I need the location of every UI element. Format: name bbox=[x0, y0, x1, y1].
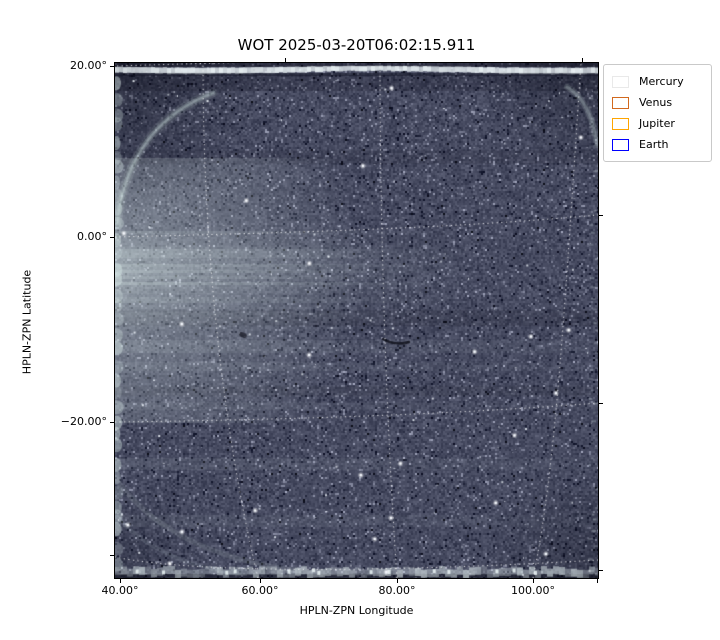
legend-row-jupiter: Jupiter bbox=[612, 113, 703, 134]
plot-title: WOT 2025-03-20T06:02:15.911 bbox=[237, 36, 476, 54]
legend-row-mercury: Mercury bbox=[612, 71, 703, 92]
ytick-label-20: 20.00° bbox=[70, 59, 107, 72]
tick-mark bbox=[582, 58, 583, 62]
xtick-label-100: 100.00° bbox=[511, 584, 555, 597]
tick-mark bbox=[110, 66, 114, 67]
tick-mark bbox=[260, 579, 261, 583]
tick-mark bbox=[120, 579, 121, 583]
legend: Mercury Venus Jupiter Earth bbox=[603, 64, 712, 162]
xtick-label-60: 60.00° bbox=[241, 584, 279, 597]
ytick-label-neg20: −20.00° bbox=[60, 415, 107, 428]
tick-mark bbox=[599, 215, 603, 216]
jupiter-swatch-icon bbox=[612, 117, 629, 130]
tick-mark bbox=[110, 555, 114, 556]
tick-mark bbox=[599, 570, 603, 571]
mercury-swatch-icon bbox=[612, 75, 629, 88]
tick-mark bbox=[533, 579, 534, 583]
x-axis-label: HPLN-ZPN Longitude bbox=[299, 604, 414, 617]
xtick-label-40: 40.00° bbox=[101, 584, 139, 597]
plot-image bbox=[115, 63, 598, 578]
plot-frame bbox=[114, 62, 599, 579]
ytick-label-0: 0.00° bbox=[77, 230, 107, 243]
legend-label-mercury: Mercury bbox=[639, 75, 684, 88]
tick-mark bbox=[110, 237, 114, 238]
tick-mark bbox=[110, 422, 114, 423]
tick-mark bbox=[597, 579, 598, 583]
legend-label-jupiter: Jupiter bbox=[639, 117, 675, 130]
legend-row-venus: Venus bbox=[612, 92, 703, 113]
legend-row-earth: Earth bbox=[612, 134, 703, 155]
venus-swatch-icon bbox=[612, 96, 629, 109]
legend-label-earth: Earth bbox=[639, 138, 669, 151]
tick-mark bbox=[599, 403, 603, 404]
legend-label-venus: Venus bbox=[639, 96, 673, 109]
earth-swatch-icon bbox=[612, 138, 629, 151]
xtick-label-80: 80.00° bbox=[378, 584, 416, 597]
tick-mark bbox=[397, 579, 398, 583]
y-axis-label: HPLN-ZPN Latitude bbox=[20, 269, 34, 375]
tick-mark bbox=[285, 58, 286, 62]
